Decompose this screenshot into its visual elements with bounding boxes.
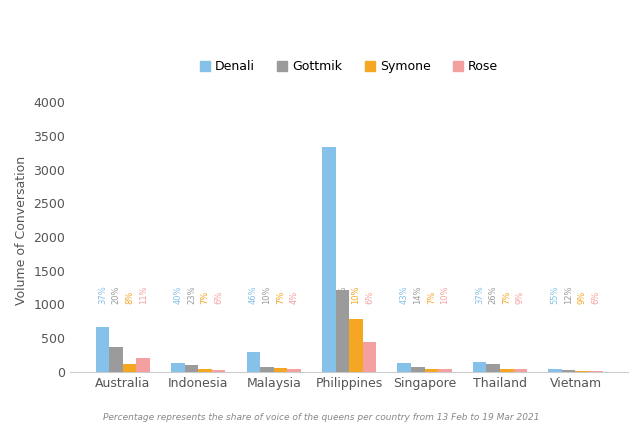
Bar [198,369,212,372]
Text: 7%: 7% [502,291,511,304]
Bar [274,368,287,372]
Text: 10%: 10% [262,285,271,304]
Bar [500,369,514,372]
Text: 4%: 4% [289,291,298,304]
Bar [322,147,336,372]
Text: 23%: 23% [187,285,196,304]
Bar [589,371,602,372]
Text: 6%: 6% [365,291,374,304]
Text: 43%: 43% [400,285,409,304]
Text: 42%: 42% [324,285,333,304]
Text: 46%: 46% [249,285,258,304]
Text: 9%: 9% [516,291,525,304]
Text: 55%: 55% [550,285,559,304]
Bar [438,369,452,372]
Bar [424,369,438,372]
Bar [136,358,150,372]
Text: 10%: 10% [352,285,361,304]
Bar [575,371,589,372]
Text: 20%: 20% [111,285,120,304]
Text: 7%: 7% [276,291,285,304]
Bar [287,369,301,372]
Bar [514,369,527,372]
Legend: Denali, Gottmik, Symone, Rose: Denali, Gottmik, Symone, Rose [195,55,503,78]
Bar [411,367,424,372]
Text: 40%: 40% [174,285,183,304]
Text: 12%: 12% [564,285,573,304]
Text: 9%: 9% [578,291,587,304]
Text: 10%: 10% [440,285,449,304]
Text: 7%: 7% [201,291,210,304]
Text: 7%: 7% [427,291,436,304]
Text: 26%: 26% [489,285,498,304]
Bar [96,327,109,372]
Bar [487,364,500,372]
Text: 37%: 37% [475,285,484,304]
Text: 11%: 11% [139,285,148,304]
Text: 15%: 15% [338,285,347,304]
Bar [123,364,136,372]
Bar [212,370,226,372]
Bar [336,290,349,372]
Bar [363,342,376,372]
Bar [397,363,411,372]
Bar [171,363,185,372]
Text: Percentage represents the share of voice of the queens per country from 13 Feb t: Percentage represents the share of voice… [104,413,539,422]
Bar [246,352,260,372]
Text: 14%: 14% [413,285,422,304]
Bar [349,319,363,372]
Bar [548,369,562,372]
Bar [562,371,575,372]
Bar [109,347,123,372]
Bar [185,365,198,372]
Y-axis label: Volume of Conversation: Volume of Conversation [15,156,28,305]
Bar [260,367,274,372]
Text: 8%: 8% [125,291,134,304]
Text: 6%: 6% [592,291,601,304]
Bar [473,363,487,372]
Text: 37%: 37% [98,285,107,304]
Text: 6%: 6% [214,291,223,304]
